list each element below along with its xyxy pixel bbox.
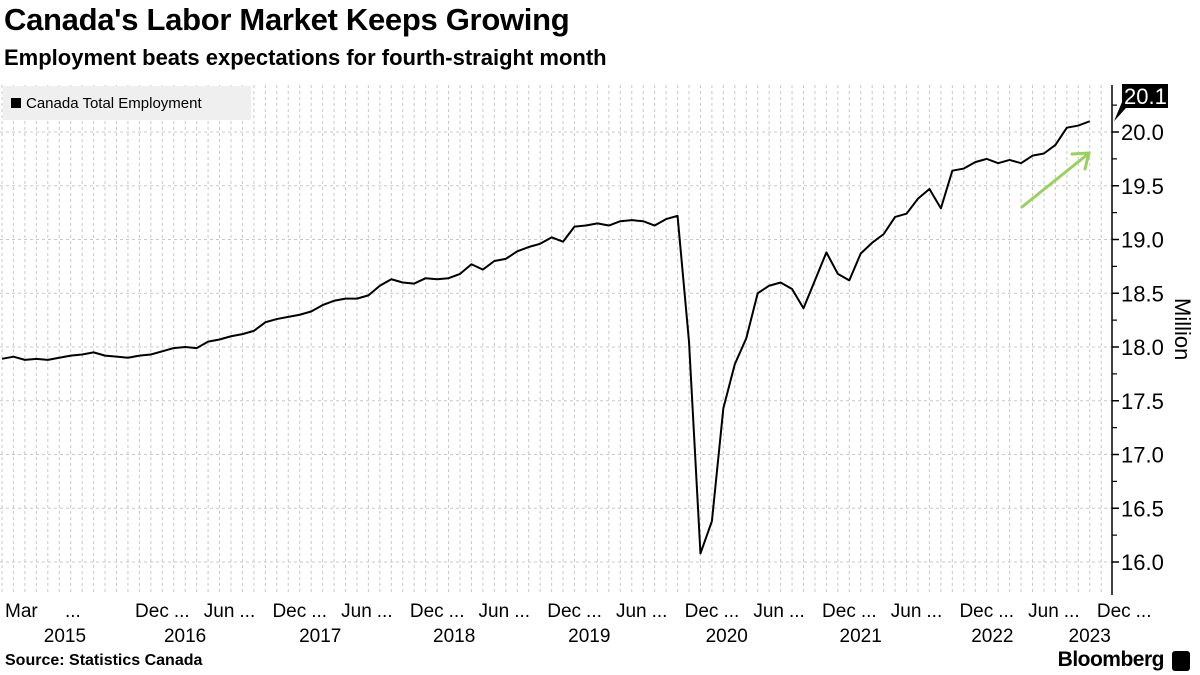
x-tick-label: ... <box>311 601 327 622</box>
x-tick-label: ... <box>514 601 530 622</box>
x-tick-label: ... <box>1136 601 1152 622</box>
x-year-label: 2019 <box>568 626 610 647</box>
x-tick-label: ... <box>449 601 465 622</box>
x-tick-label: ... <box>239 601 255 622</box>
x-tick-label: ... <box>377 601 393 622</box>
x-tick-label: Dec <box>959 601 993 622</box>
brand-logo: Bloomberg <box>1057 648 1165 671</box>
x-tick-label: Jun <box>204 601 235 622</box>
x-year-label: 2016 <box>164 626 206 647</box>
x-year-label: 2022 <box>971 626 1013 647</box>
x-year-label: 2023 <box>1069 626 1111 647</box>
y-tick-label: 18.0 <box>1121 335 1164 360</box>
y-tick-label: 20.0 <box>1121 120 1164 145</box>
trend-arrowhead-icon <box>1070 151 1091 171</box>
x-year-label: 2021 <box>840 626 882 647</box>
x-year-label: 2020 <box>706 626 748 647</box>
x-tick-label: ... <box>65 601 81 622</box>
x-tick-label: ... <box>998 601 1014 622</box>
x-tick-label: Dec <box>685 601 719 622</box>
x-year-label: 2015 <box>44 626 86 647</box>
y-tick-label: 18.5 <box>1121 281 1164 306</box>
x-tick-label: Dec <box>272 601 306 622</box>
x-tick-label: Jun <box>341 601 372 622</box>
y-tick-label: 19.5 <box>1121 174 1164 199</box>
x-tick-label: ... <box>652 601 668 622</box>
x-tick-label: Jun <box>479 601 510 622</box>
x-year-label: 2018 <box>433 626 475 647</box>
y-tick-label: 19.0 <box>1121 228 1164 253</box>
x-tick-label: ... <box>789 601 805 622</box>
y-tick-label: 17.0 <box>1121 443 1164 468</box>
x-year-label: 2017 <box>299 626 341 647</box>
x-tick-label: Dec <box>822 601 856 622</box>
x-tick-label: Dec <box>135 601 169 622</box>
y-tick-label: 16.5 <box>1121 496 1164 521</box>
chart-subtitle: Employment beats expectations for fourth… <box>4 45 607 70</box>
x-tick-label: ... <box>1064 601 1080 622</box>
x-tick-label: ... <box>174 601 190 622</box>
x-tick-label: Mar <box>5 601 38 622</box>
x-tick-label: Jun <box>891 601 922 622</box>
last-value-badge <box>1114 84 1168 122</box>
x-tick-label: ... <box>861 601 877 622</box>
x-tick-label: ... <box>723 601 739 622</box>
legend: Canada Total Employment <box>3 86 251 120</box>
trend-arrow-icon <box>1020 152 1090 209</box>
source-note: Source: Statistics Canada <box>5 652 203 669</box>
last-value-label: 20.1 <box>1124 84 1167 109</box>
x-tick-label: Dec <box>410 601 444 622</box>
chart-title: Canada's Labor Market Keeps Growing <box>4 2 570 37</box>
x-tick-label: ... <box>926 601 942 622</box>
x-tick-label: Jun <box>616 601 647 622</box>
y-tick-label: 16.0 <box>1121 550 1164 575</box>
y-axis-label: Million <box>1170 298 1195 360</box>
x-tick-label: Jun <box>753 601 784 622</box>
x-tick-label: Jun <box>1028 601 1059 622</box>
legend-swatch <box>11 98 21 108</box>
y-tick-label: 17.5 <box>1121 389 1164 414</box>
series-line-canada-total-employment <box>1 120 1091 555</box>
bloomberg-icon <box>1172 651 1190 671</box>
x-tick-label: Dec <box>547 601 581 622</box>
x-tick-label: Dec <box>1097 601 1131 622</box>
legend-label: Canada Total Employment <box>26 94 202 112</box>
x-tick-label: ... <box>586 601 602 622</box>
